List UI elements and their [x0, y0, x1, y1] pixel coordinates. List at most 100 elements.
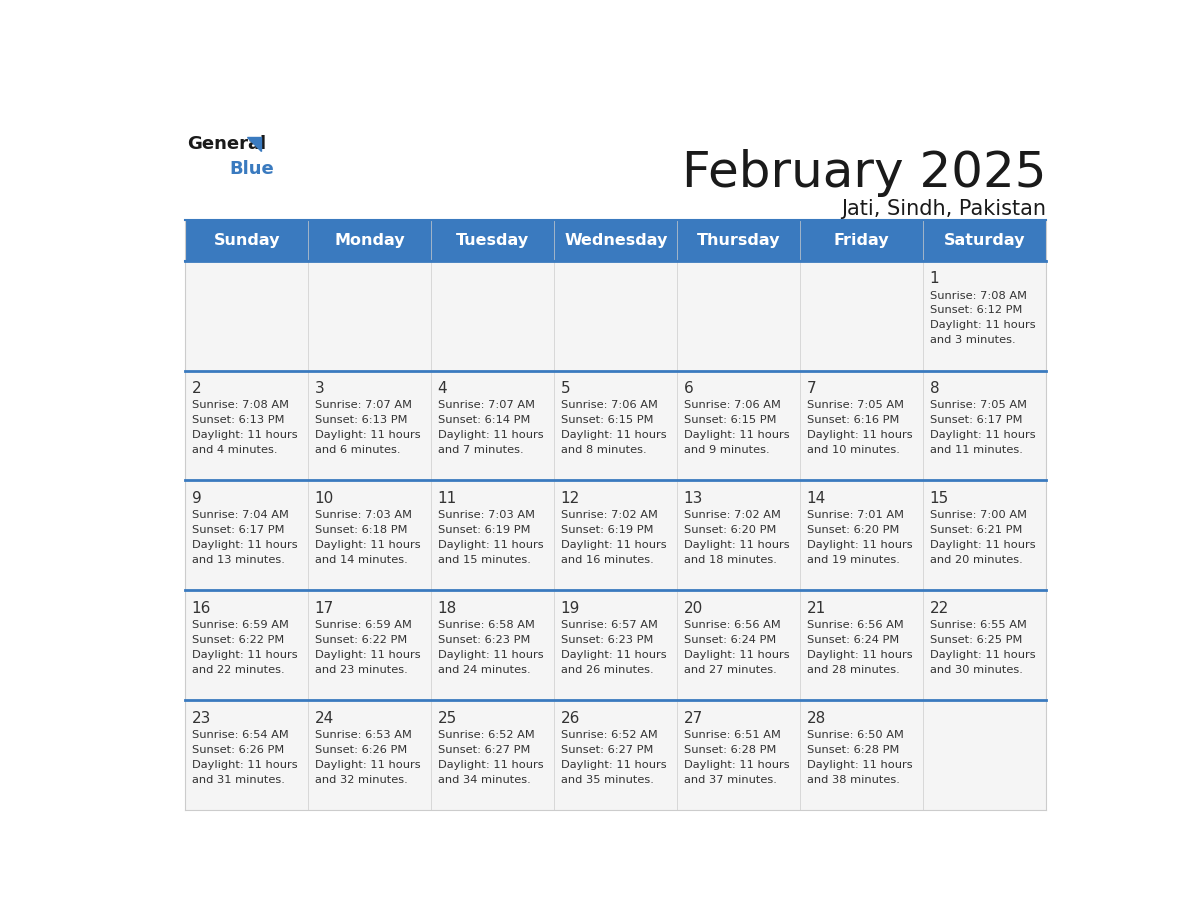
Text: and 38 minutes.: and 38 minutes. [807, 775, 899, 785]
Text: Sunset: 6:28 PM: Sunset: 6:28 PM [683, 744, 776, 755]
Text: 27: 27 [683, 711, 703, 726]
Text: 23: 23 [191, 711, 211, 726]
Bar [923, 371, 1047, 480]
Bar [801, 371, 923, 480]
Text: Sunrise: 7:02 AM: Sunrise: 7:02 AM [683, 510, 781, 521]
Bar [431, 480, 555, 590]
Text: Sunset: 6:23 PM: Sunset: 6:23 PM [561, 635, 653, 645]
Text: Sunset: 6:17 PM: Sunset: 6:17 PM [930, 415, 1022, 425]
Text: and 26 minutes.: and 26 minutes. [561, 665, 653, 675]
Text: and 11 minutes.: and 11 minutes. [930, 445, 1023, 455]
Bar [185, 371, 309, 480]
Text: Daylight: 11 hours: Daylight: 11 hours [807, 760, 912, 769]
Text: Sunset: 6:12 PM: Sunset: 6:12 PM [930, 306, 1022, 316]
Polygon shape [247, 137, 261, 151]
Text: Friday: Friday [834, 233, 890, 248]
Text: Saturday: Saturday [944, 233, 1025, 248]
Bar [185, 480, 309, 590]
Text: Daylight: 11 hours: Daylight: 11 hours [191, 431, 297, 440]
Bar [923, 590, 1047, 700]
Text: Sunrise: 6:52 AM: Sunrise: 6:52 AM [437, 730, 535, 740]
Text: and 7 minutes.: and 7 minutes. [437, 445, 524, 455]
Text: Sunset: 6:27 PM: Sunset: 6:27 PM [437, 744, 530, 755]
Text: 7: 7 [807, 381, 816, 397]
Text: General: General [188, 135, 266, 153]
Text: and 27 minutes.: and 27 minutes. [683, 665, 777, 675]
Text: Sunrise: 6:52 AM: Sunrise: 6:52 AM [561, 730, 657, 740]
Text: and 31 minutes.: and 31 minutes. [191, 775, 285, 785]
Bar [677, 371, 801, 480]
Text: and 37 minutes.: and 37 minutes. [683, 775, 777, 785]
Text: and 4 minutes.: and 4 minutes. [191, 445, 277, 455]
Text: Daylight: 11 hours: Daylight: 11 hours [683, 540, 789, 550]
Text: 16: 16 [191, 601, 211, 616]
Text: Daylight: 11 hours: Daylight: 11 hours [930, 431, 1035, 440]
Bar [309, 261, 431, 371]
Text: 4: 4 [437, 381, 448, 397]
Text: Sunrise: 7:01 AM: Sunrise: 7:01 AM [807, 510, 904, 521]
Text: Daylight: 11 hours: Daylight: 11 hours [315, 540, 421, 550]
Bar [309, 700, 431, 810]
Text: Thursday: Thursday [697, 233, 781, 248]
Text: Sunset: 6:24 PM: Sunset: 6:24 PM [807, 635, 899, 645]
Text: Monday: Monday [335, 233, 405, 248]
Text: Sunday: Sunday [214, 233, 280, 248]
Text: Daylight: 11 hours: Daylight: 11 hours [437, 431, 543, 440]
Text: Sunrise: 6:55 AM: Sunrise: 6:55 AM [930, 621, 1026, 630]
Text: Daylight: 11 hours: Daylight: 11 hours [930, 650, 1035, 660]
Text: Daylight: 11 hours: Daylight: 11 hours [930, 320, 1035, 330]
Text: and 10 minutes.: and 10 minutes. [807, 445, 899, 455]
Text: Sunset: 6:19 PM: Sunset: 6:19 PM [561, 525, 653, 535]
Text: 8: 8 [930, 381, 940, 397]
Text: 1: 1 [930, 272, 940, 286]
Text: Sunset: 6:21 PM: Sunset: 6:21 PM [930, 525, 1022, 535]
Bar [555, 590, 677, 700]
Bar [677, 480, 801, 590]
Text: 12: 12 [561, 491, 580, 506]
Text: 15: 15 [930, 491, 949, 506]
Text: Sunrise: 7:08 AM: Sunrise: 7:08 AM [930, 291, 1026, 300]
Bar [431, 261, 555, 371]
Text: Sunset: 6:14 PM: Sunset: 6:14 PM [437, 415, 530, 425]
Bar [677, 261, 801, 371]
Text: Sunrise: 7:05 AM: Sunrise: 7:05 AM [807, 400, 904, 410]
Text: 13: 13 [683, 491, 703, 506]
Text: Sunrise: 6:57 AM: Sunrise: 6:57 AM [561, 621, 658, 630]
Bar [431, 590, 555, 700]
Text: Daylight: 11 hours: Daylight: 11 hours [561, 650, 666, 660]
Text: Sunrise: 7:07 AM: Sunrise: 7:07 AM [315, 400, 412, 410]
Text: Daylight: 11 hours: Daylight: 11 hours [315, 760, 421, 769]
Text: Sunrise: 7:05 AM: Sunrise: 7:05 AM [930, 400, 1026, 410]
Text: 24: 24 [315, 711, 334, 726]
Text: Daylight: 11 hours: Daylight: 11 hours [561, 540, 666, 550]
Text: February 2025: February 2025 [682, 149, 1047, 197]
Bar [677, 590, 801, 700]
Text: Daylight: 11 hours: Daylight: 11 hours [683, 650, 789, 660]
Text: Sunset: 6:16 PM: Sunset: 6:16 PM [807, 415, 899, 425]
Text: and 9 minutes.: and 9 minutes. [683, 445, 770, 455]
Text: Sunset: 6:26 PM: Sunset: 6:26 PM [315, 744, 407, 755]
Bar [431, 700, 555, 810]
Text: Sunset: 6:19 PM: Sunset: 6:19 PM [437, 525, 530, 535]
Bar [923, 700, 1047, 810]
Bar [801, 480, 923, 590]
Bar [555, 700, 677, 810]
Text: Sunset: 6:18 PM: Sunset: 6:18 PM [315, 525, 407, 535]
Bar [309, 371, 431, 480]
Text: and 19 minutes.: and 19 minutes. [807, 554, 899, 565]
Text: 25: 25 [437, 711, 457, 726]
Text: Sunset: 6:27 PM: Sunset: 6:27 PM [561, 744, 653, 755]
Bar [309, 590, 431, 700]
Text: Sunrise: 7:02 AM: Sunrise: 7:02 AM [561, 510, 658, 521]
Text: Sunrise: 7:07 AM: Sunrise: 7:07 AM [437, 400, 535, 410]
Text: and 34 minutes.: and 34 minutes. [437, 775, 531, 785]
Text: 20: 20 [683, 601, 703, 616]
Bar [801, 700, 923, 810]
Text: Sunset: 6:22 PM: Sunset: 6:22 PM [315, 635, 407, 645]
Text: Sunset: 6:25 PM: Sunset: 6:25 PM [930, 635, 1022, 645]
Text: Sunrise: 6:59 AM: Sunrise: 6:59 AM [191, 621, 289, 630]
Text: Sunset: 6:15 PM: Sunset: 6:15 PM [683, 415, 776, 425]
Text: Daylight: 11 hours: Daylight: 11 hours [807, 431, 912, 440]
Text: Sunrise: 6:50 AM: Sunrise: 6:50 AM [807, 730, 904, 740]
Text: Sunrise: 7:08 AM: Sunrise: 7:08 AM [191, 400, 289, 410]
